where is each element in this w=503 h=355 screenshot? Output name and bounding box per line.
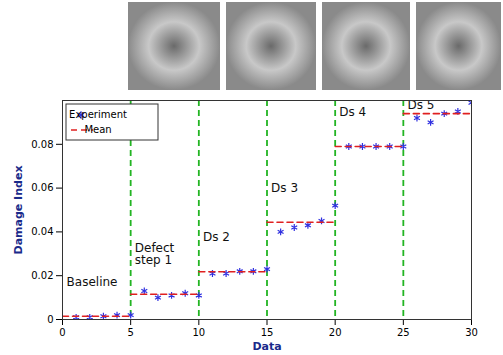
svg-text:0.06: 0.06: [31, 182, 53, 193]
svg-text:25: 25: [397, 327, 410, 338]
svg-text:30: 30: [465, 327, 478, 338]
svg-text:15: 15: [261, 327, 274, 338]
svg-text:20: 20: [329, 327, 342, 338]
svg-text:Damage Index: Damage Index: [12, 166, 25, 255]
svg-text:0: 0: [47, 314, 53, 325]
svg-text:Baseline: Baseline: [67, 275, 118, 289]
svg-text:0.04: 0.04: [31, 226, 53, 237]
svg-text:Mean: Mean: [84, 124, 111, 135]
svg-text:0.08: 0.08: [31, 139, 53, 150]
svg-text:Ds 4: Ds 4: [339, 105, 366, 119]
svg-text:0.02: 0.02: [31, 270, 53, 281]
svg-text:Ds 5: Ds 5: [407, 98, 435, 113]
svg-text:5: 5: [127, 327, 133, 338]
svg-text:Data: Data: [252, 340, 281, 353]
svg-text:0: 0: [59, 327, 65, 338]
svg-text:10: 10: [192, 327, 205, 338]
svg-text:Ds 3: Ds 3: [271, 181, 298, 195]
svg-text:Defectstep 1: Defectstep 1: [135, 241, 175, 267]
svg-text:Experiment: Experiment: [69, 109, 127, 120]
svg-text:Ds 2: Ds 2: [203, 230, 230, 244]
